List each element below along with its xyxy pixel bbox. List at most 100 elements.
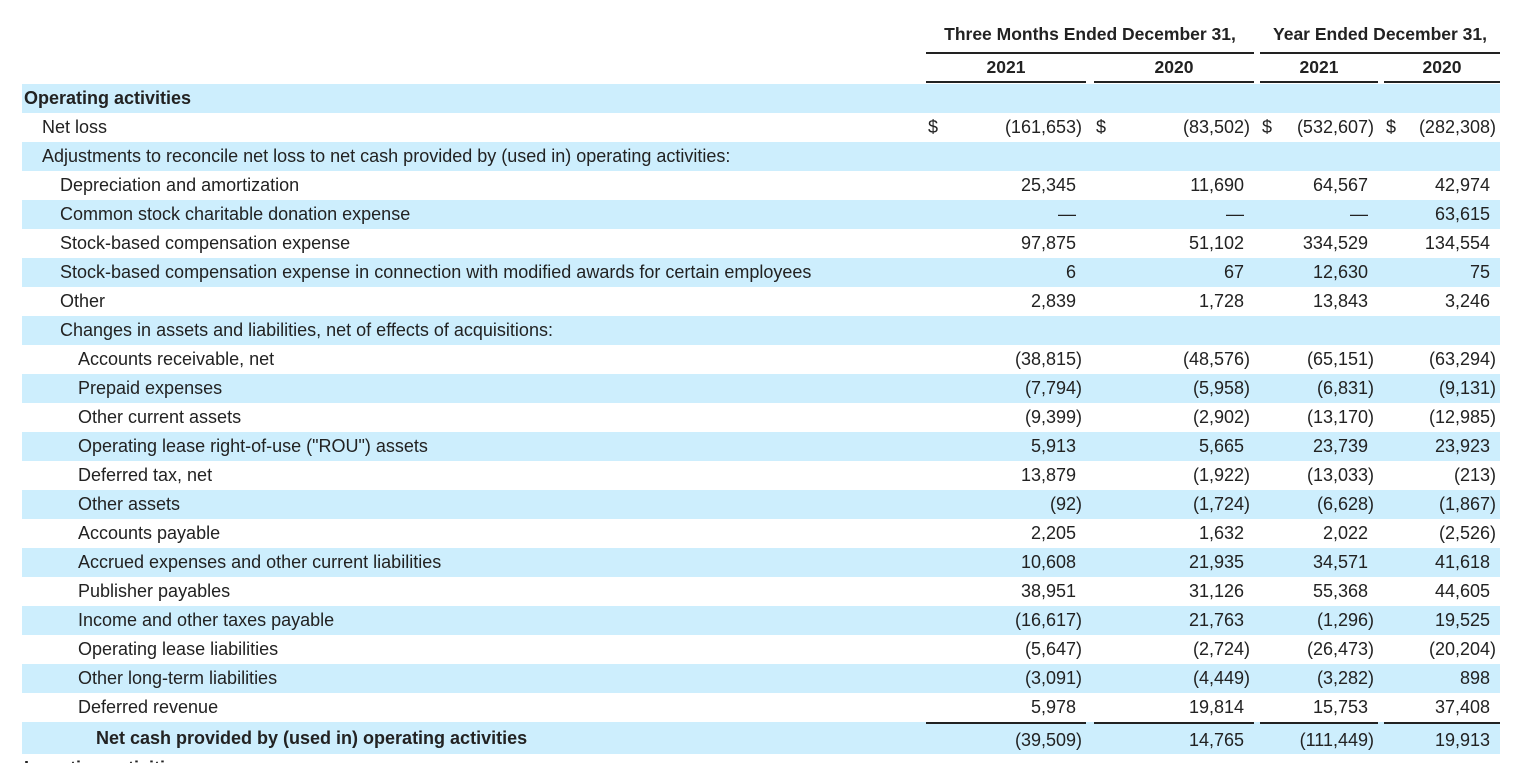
cell-value: 2,205 bbox=[1030, 523, 1076, 543]
cell-value: 13,879 bbox=[1020, 465, 1076, 485]
cell-value: (63,294) bbox=[1428, 349, 1496, 369]
table-row: Net cash provided by (used in) operating… bbox=[22, 722, 1500, 754]
cell-value: 11,690 bbox=[1190, 175, 1244, 195]
cell-value: 51,102 bbox=[1188, 233, 1244, 253]
cell: 19,814 bbox=[1094, 693, 1254, 722]
cell: 5,978 bbox=[926, 693, 1086, 722]
cell: (9,399) bbox=[926, 403, 1086, 432]
cell-value: (26,473) bbox=[1306, 639, 1374, 659]
cell: (9,131) bbox=[1384, 374, 1500, 403]
row-label: Accounts payable bbox=[78, 523, 221, 543]
cell: — bbox=[1260, 200, 1378, 229]
cell: — bbox=[926, 200, 1086, 229]
cell: 5,913 bbox=[926, 432, 1086, 461]
cell: 25,345 bbox=[926, 171, 1086, 200]
table-row: Depreciation and amortization 25,345 11,69… bbox=[22, 171, 1500, 200]
cell-value: (2,724) bbox=[1192, 639, 1250, 659]
table-row: Common stock charitable donation expense… bbox=[22, 200, 1500, 229]
cell-value: 19,814 bbox=[1188, 697, 1244, 717]
cell-value: (161,653) bbox=[1004, 117, 1082, 137]
cell: 51,102 bbox=[1094, 229, 1254, 258]
column-group: Three Months Ended December 31, bbox=[926, 24, 1254, 54]
cell-value: 21,763 bbox=[1188, 610, 1244, 630]
table-row: Net loss $ (161,653) $ (83,502) $ (532,607) $ (2… bbox=[22, 113, 1500, 142]
row-label: Other long-term liabilities bbox=[78, 668, 278, 688]
cell-value: 23,923 bbox=[1434, 436, 1490, 456]
cell: 37,408 bbox=[1384, 693, 1500, 722]
table-row: Investing activities bbox=[22, 754, 1500, 763]
cell-value: (111,449) bbox=[1299, 730, 1374, 750]
cell: 11,690 bbox=[1094, 171, 1254, 200]
currency-symbol: $ bbox=[1096, 117, 1107, 137]
cell-value: 10,608 bbox=[1020, 552, 1076, 572]
cell: (6,831) bbox=[1260, 374, 1378, 403]
cell-value: (3,282) bbox=[1316, 668, 1374, 688]
cell-value: (13,033) bbox=[1306, 465, 1374, 485]
cell-value: (16,617) bbox=[1014, 610, 1082, 630]
cell-value: 19,913 bbox=[1434, 730, 1490, 750]
cell: (2,526) bbox=[1384, 519, 1500, 548]
cell-value: 41,618 bbox=[1434, 552, 1490, 572]
cell-value: (2,526) bbox=[1438, 523, 1496, 543]
cell-value: 64,567 bbox=[1312, 175, 1368, 195]
cell: (4,449) bbox=[1094, 664, 1254, 693]
cell-value: 25,345 bbox=[1020, 175, 1076, 195]
cell: 13,843 bbox=[1260, 287, 1378, 316]
table-row: Other assets (92) (1,724) (6,628) (1,867) bbox=[22, 490, 1500, 519]
table-row: Operating lease liabilities (5,647) (2,724… bbox=[22, 635, 1500, 664]
cell-value: (83,502) bbox=[1182, 117, 1250, 137]
cell: (48,576) bbox=[1094, 345, 1254, 374]
cell-value: 1,728 bbox=[1198, 291, 1244, 311]
cell: 23,923 bbox=[1384, 432, 1500, 461]
cell-value: 19,525 bbox=[1434, 610, 1490, 630]
cell: (5,647) bbox=[926, 635, 1086, 664]
cell: (12,985) bbox=[1384, 403, 1500, 432]
cell-value: 6 bbox=[1065, 262, 1076, 282]
cell: 64,567 bbox=[1260, 171, 1378, 200]
cell-value: (12,985) bbox=[1428, 407, 1496, 427]
cell: 44,605 bbox=[1384, 577, 1500, 606]
cell: 38,951 bbox=[926, 577, 1086, 606]
row-label: Net cash provided by (used in) operating… bbox=[96, 728, 528, 748]
cell-value: (213) bbox=[1453, 465, 1496, 485]
cell: 31,126 bbox=[1094, 577, 1254, 606]
cell: (63,294) bbox=[1384, 345, 1500, 374]
cell-value: (6,628) bbox=[1316, 494, 1374, 514]
cell: 21,935 bbox=[1094, 548, 1254, 577]
column-header: 2021 bbox=[1260, 54, 1378, 83]
cell-value: 2,022 bbox=[1322, 523, 1368, 543]
cell: $ (161,653) bbox=[926, 113, 1086, 142]
row-label: Stock-based compensation expense bbox=[60, 233, 351, 253]
cell-value: 2,839 bbox=[1030, 291, 1076, 311]
table-row: Stock-based compensation expense 97,875 51… bbox=[22, 229, 1500, 258]
cell-value: (4,449) bbox=[1192, 668, 1250, 688]
row-label: Investing activities bbox=[24, 754, 185, 763]
cell: $ (282,308) bbox=[1384, 113, 1500, 142]
currency-symbol: $ bbox=[1386, 117, 1397, 137]
cell: (111,449) bbox=[1260, 722, 1378, 754]
cell-value: — bbox=[1226, 204, 1244, 224]
cell-value: 67 bbox=[1223, 262, 1244, 282]
cell-value: 42,974 bbox=[1434, 175, 1490, 195]
cell-value: (7,794) bbox=[1024, 378, 1082, 398]
column-group: Year Ended December 31, bbox=[1260, 24, 1500, 54]
cell: (213) bbox=[1384, 461, 1500, 490]
cell: (2,902) bbox=[1094, 403, 1254, 432]
cell-value: 334,529 bbox=[1302, 233, 1368, 253]
column-header: 2020 bbox=[1384, 54, 1500, 83]
cell-value: — bbox=[1058, 204, 1076, 224]
table-row: Income and other taxes payable (16,617) 21… bbox=[22, 606, 1500, 635]
cell-value: 97,875 bbox=[1020, 233, 1076, 253]
cell-value: 23,739 bbox=[1312, 436, 1368, 456]
cell-value: 75 bbox=[1469, 262, 1490, 282]
cell: 2,022 bbox=[1260, 519, 1378, 548]
table-row: Other 2,839 1,728 13,843 3,246 bbox=[22, 287, 1500, 316]
cell: 3,246 bbox=[1384, 287, 1500, 316]
cell-value: 21,935 bbox=[1188, 552, 1244, 572]
cell: (6,628) bbox=[1260, 490, 1378, 519]
table-row: Deferred revenue 5,978 19,814 15,753 37,408 bbox=[22, 693, 1500, 722]
currency-symbol: $ bbox=[928, 117, 939, 137]
table-row: Stock-based compensation expense in conn… bbox=[22, 258, 1500, 287]
cell: — bbox=[1094, 200, 1254, 229]
